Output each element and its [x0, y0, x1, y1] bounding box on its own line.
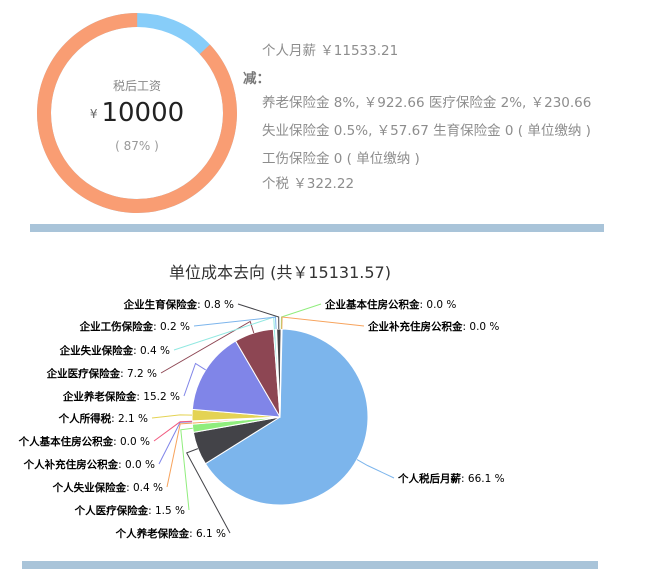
net-salary-number: 10000: [101, 98, 185, 128]
pie-label-sep: :: [120, 368, 127, 380]
pie-label-1: 个人养老保险金: 6.1 %: [115, 527, 226, 540]
pie-connector-0: [356, 459, 395, 479]
pie-label-7: 企业养老保险金: 15.2 %: [62, 390, 180, 403]
pie-label-name: 个人失业保险金: [52, 481, 127, 494]
pie-connector-2: [180, 427, 193, 511]
pie-label-value: 0.2 %: [160, 321, 190, 333]
pie-label-value: 7.2 %: [127, 368, 157, 380]
pie-connector-13: [281, 316, 365, 330]
pie-slice-7[interactable]: [191, 340, 281, 418]
pie-label-8: 企业医疗保险金: 7.2 %: [46, 367, 157, 380]
pie-label-name: 个人医疗保险金: [74, 504, 149, 517]
pie-label-name: 企业失业保险金: [59, 344, 134, 357]
pie-connector-12: [280, 303, 322, 330]
pie-label-name: 企业生育保险金: [123, 298, 198, 311]
pie-label-sep: :: [148, 505, 155, 517]
pie-label-value: 1.5 %: [155, 505, 185, 517]
deduction-line-2: 失业保险金 0.5%, ￥57.67 生育保险金 0 ( 单位缴纳 ): [262, 123, 591, 139]
pie-label-name: 企业养老保险金: [62, 390, 137, 403]
tax-line: 个税 ￥322.22: [262, 176, 355, 192]
pie-connector-3: [166, 422, 193, 488]
pie-label-6: 个人所得税: 2.1 %: [58, 412, 148, 425]
pie-label-value: 0.0 %: [426, 299, 456, 311]
net-salary-ring: 税后工资 ¥10000 ( 87% ): [34, 10, 240, 216]
pie-slices: [191, 328, 369, 506]
section-divider-bottom: [22, 561, 598, 569]
pie-connector-5: [153, 420, 193, 442]
pie-label-name: 企业补充住房公积金: [367, 320, 463, 333]
pie-label-sep: :: [420, 299, 427, 311]
pie-label-sep: :: [113, 436, 120, 448]
pie-label-name: 个人税后月薪: [397, 472, 461, 485]
gross-salary-line: 个人月薪 ￥11533.21: [262, 43, 399, 59]
pie-label-name: 个人基本住房公积金: [18, 435, 114, 448]
pie-connector-11: [237, 303, 280, 330]
chart-title: 单位成本去向 (共￥15131.57): [169, 263, 391, 282]
pie-label-value: 15.2 %: [143, 391, 180, 403]
pie-label-13: 企业补充住房公积金: 0.0 %: [367, 320, 499, 333]
pie-label-value: 6.1 %: [196, 528, 226, 540]
pie-label-2: 个人医疗保险金: 1.5 %: [74, 504, 185, 517]
deduction-line-3: 工伤保险金 0 ( 单位缴纳 ): [262, 151, 420, 167]
pie-label-value: 0.4 %: [140, 345, 170, 357]
pie-label-4: 个人补充住房公积金: 0.0 %: [23, 458, 155, 471]
pie-label-9: 企业失业保险金: 0.4 %: [59, 344, 170, 357]
pie-connector-6: [151, 414, 193, 419]
deduction-line-1: 养老保险金 8%, ￥922.66 医疗保险金 2%, ￥230.66: [262, 95, 592, 111]
pie-label-sep: :: [463, 321, 470, 333]
net-percent: ( 87% ): [115, 139, 159, 153]
ring-chart: [37, 13, 237, 213]
pie-label-sep: :: [118, 459, 125, 471]
pie-connector-4: [158, 421, 193, 465]
pie-label-name: 个人补充住房公积金: [23, 458, 119, 471]
pie-connector-10: [193, 316, 277, 330]
pie-label-0: 个人税后月薪: 66.1 %: [397, 472, 505, 485]
pie-label-name: 企业基本住房公积金: [324, 298, 420, 311]
pie-label-value: 0.8 %: [204, 299, 234, 311]
pie-label-10: 企业工伤保险金: 0.2 %: [79, 320, 190, 333]
pie-label-value: 2.1 %: [118, 413, 148, 425]
pie-connector-1: [185, 448, 231, 534]
salary-summary: 税后工资 ¥10000 ( 87% ) 个人月薪 ￥11533.21 减： 养老…: [0, 0, 646, 232]
pie-slice-13[interactable]: [279, 328, 283, 418]
pie-labels: 个人税后月薪: 66.1 % 个人养老保险金: 6.1 % 个人医疗保险金: 1.5…: [18, 298, 505, 540]
pie-label-name: 企业医疗保险金: [46, 367, 121, 380]
pie-connector-8: [160, 320, 255, 374]
pie-label-sep: :: [136, 391, 143, 403]
pie-label-sep: :: [133, 345, 140, 357]
pie-label-name: 个人所得税: [58, 412, 112, 425]
pie-label-sep: :: [153, 321, 160, 333]
pie-connector-7: [183, 362, 206, 397]
currency-symbol: ¥: [89, 106, 98, 121]
pie-label-value: 0.4 %: [133, 482, 163, 494]
pie-label-sep: :: [111, 413, 118, 425]
ring-segment-net: [37, 13, 237, 213]
pie-label-sep: :: [197, 299, 204, 311]
pie-label-name: 企业工伤保险金: [79, 320, 154, 333]
pie-label-11: 企业生育保险金: 0.8 %: [123, 298, 234, 311]
pie-chart-svg: 单位成本去向 (共￥15131.57) 个人税后月薪: 66.1 % 个人养老保险…: [18, 263, 505, 540]
pie-label-value: 0.0 %: [120, 436, 150, 448]
pie-label-sep: :: [461, 473, 468, 485]
pie-label-sep: :: [189, 528, 196, 540]
pie-label-name: 个人养老保险金: [115, 527, 190, 540]
pie-connectors: [151, 303, 395, 534]
ring-label: 税后工资: [112, 79, 161, 93]
pie-label-12: 企业基本住房公积金: 0.0 %: [324, 298, 456, 311]
pie-label-5: 个人基本住房公积金: 0.0 %: [18, 435, 150, 448]
pie-label-value: 66.1 %: [468, 473, 505, 485]
pie-slice-0[interactable]: [204, 328, 369, 506]
pie-label-sep: :: [126, 482, 133, 494]
cost-pie-chart: 单位成本去向 (共￥15131.57) 个人税后月薪: 66.1 % 个人养老保险…: [0, 256, 646, 556]
pie-label-3: 个人失业保险金: 0.4 %: [52, 481, 163, 494]
minus-label: 减：: [243, 71, 270, 87]
pie-label-value: 0.0 %: [469, 321, 499, 333]
section-divider-top: [30, 224, 604, 232]
pie-label-value: 0.0 %: [125, 459, 155, 471]
net-salary-value: ¥10000: [34, 98, 240, 128]
